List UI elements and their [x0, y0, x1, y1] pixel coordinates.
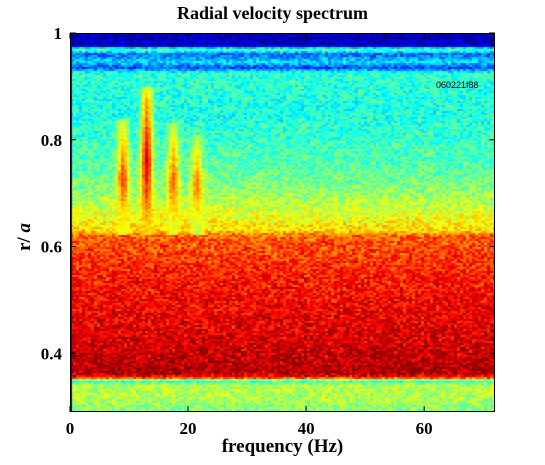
y-axis-label: r/ a	[10, 222, 40, 252]
y-tick-label: 0.8	[41, 131, 62, 150]
y-axis-ticks: 0.4 0.6 0.8 1	[41, 24, 495, 363]
y-tick-label: 1	[54, 24, 63, 43]
y-tick-label: 0.6	[41, 238, 62, 257]
heatmap-plot-area	[70, 33, 495, 412]
y-axis-label-variable: a	[14, 223, 35, 233]
x-axis-ticks: 0 20 40 60	[66, 33, 433, 438]
x-tick-label: 20	[180, 419, 197, 438]
x-tick-label: 40	[298, 419, 315, 438]
chart-title: Radial velocity spectrum	[177, 3, 368, 23]
y-axis-label-prefix: r/	[14, 232, 35, 251]
x-tick-label: 60	[416, 419, 433, 438]
x-axis-label: frequency (Hz)	[221, 436, 344, 457]
y-tick-label: 0.4	[41, 344, 63, 363]
spectrum-heatmap	[70, 33, 495, 412]
shot-number-annotation: 060221f88	[436, 80, 479, 90]
x-tick-label: 0	[66, 419, 75, 438]
